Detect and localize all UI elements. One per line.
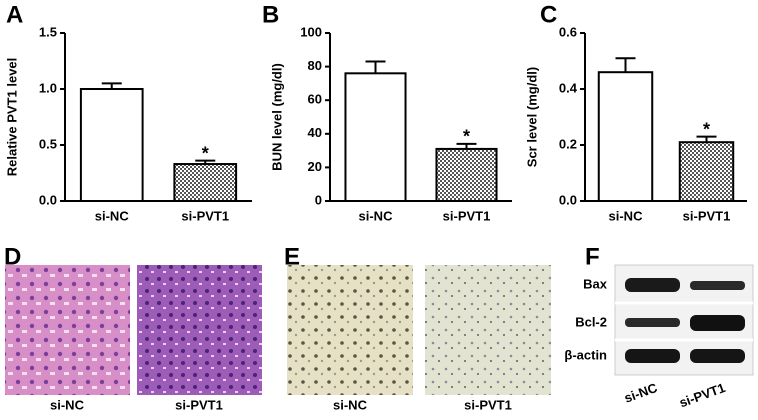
ihc-image [287, 265, 413, 395]
y-tick-label: 20 [308, 159, 322, 174]
y-axis-label: Relative PVT1 level [4, 58, 19, 177]
panel-letter: B [262, 1, 279, 28]
significance-mark: * [202, 143, 209, 163]
ihc-image [425, 265, 551, 395]
bar [435, 147, 498, 202]
bar [173, 163, 238, 202]
image-caption: si-NC [50, 397, 85, 412]
y-tick-label: 1.5 [39, 24, 57, 39]
y-tick-label: 80 [308, 58, 322, 73]
y-tick-label: 0 [315, 192, 322, 207]
image-caption: si-PVT1 [464, 397, 512, 412]
bar [597, 71, 654, 202]
blot-band [625, 318, 680, 327]
he-image [5, 265, 130, 395]
panel-letter: A [6, 1, 23, 28]
x-tick-label: si-PVT1 [181, 208, 229, 223]
significance-mark: * [703, 119, 710, 139]
y-tick-label: 0.5 [39, 136, 57, 151]
x-tick-label: si-PVT1 [683, 208, 731, 223]
image-caption: si-PVT1 [175, 397, 223, 412]
blot-column-label: si-PVT1 [677, 380, 727, 410]
panel-letter: F [585, 243, 600, 270]
blot-row-label: β-actin [564, 347, 607, 362]
y-tick-label: 100 [300, 24, 322, 39]
bar [344, 72, 407, 202]
blot-band [690, 349, 745, 363]
y-tick-label: 0.6 [559, 24, 577, 39]
blot-column-label: si-NC [622, 380, 660, 406]
he-image [137, 265, 262, 395]
y-axis-label: BUN level (mg/dl) [269, 63, 284, 171]
y-tick-label: 0.2 [559, 136, 577, 151]
x-tick-label: si-NC [95, 208, 130, 223]
panel-letter: C [540, 1, 557, 28]
blot-band [625, 349, 680, 363]
y-tick-label: 0.4 [559, 80, 578, 95]
blot-row-label: Bcl-2 [575, 314, 607, 329]
y-axis-label: Scr level (mg/dl) [524, 67, 539, 167]
y-tick-label: 0.0 [559, 192, 577, 207]
panel-letter: D [4, 243, 21, 270]
y-tick-label: 1.0 [39, 80, 57, 95]
blot-band [690, 315, 745, 331]
y-tick-label: 0.0 [39, 192, 57, 207]
bar [678, 141, 735, 202]
blot-band [690, 281, 745, 290]
y-tick-label: 40 [308, 125, 322, 140]
blot-row-label: Bax [583, 276, 608, 291]
x-tick-label: si-NC [359, 208, 394, 223]
bar [79, 88, 144, 202]
x-tick-label: si-PVT1 [443, 208, 491, 223]
significance-mark: * [463, 127, 470, 147]
y-tick-label: 60 [308, 92, 322, 107]
image-caption: si-NC [333, 397, 368, 412]
x-tick-label: si-NC [609, 208, 644, 223]
blot-band [625, 278, 680, 292]
panel-letter: E [284, 243, 300, 270]
